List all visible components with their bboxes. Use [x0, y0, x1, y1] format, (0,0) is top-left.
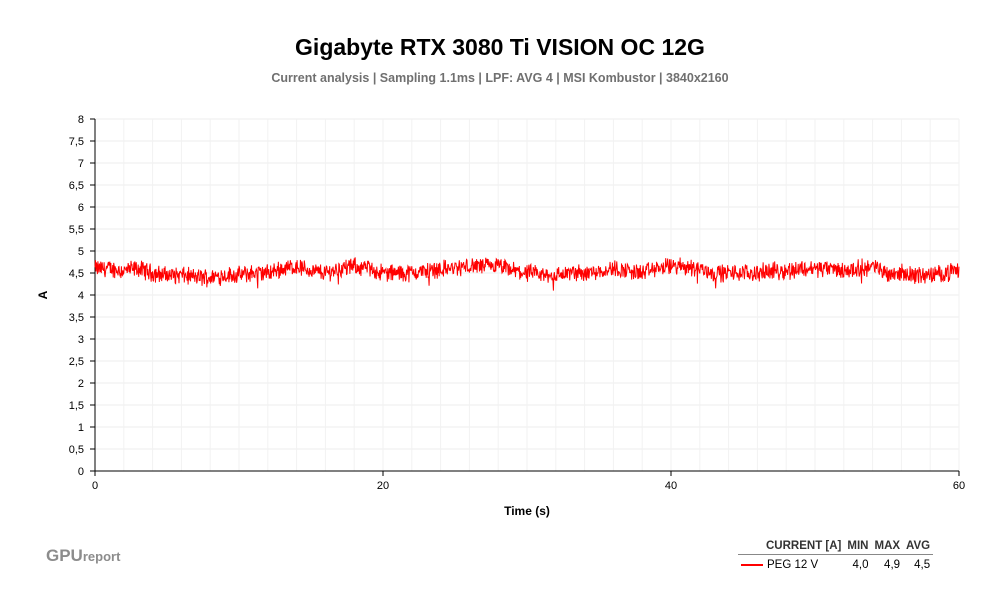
x-axis-label: Time (s): [504, 504, 550, 518]
x-tick-label: 20: [377, 480, 389, 492]
y-tick-label: 5,5: [69, 224, 84, 236]
legend-avg: 4,5: [914, 559, 931, 571]
legend-min: 4,0: [852, 559, 869, 571]
chart-subtitle: Current analysis | Sampling 1.1ms | LPF:…: [271, 71, 729, 85]
y-tick-label: 7,5: [69, 136, 84, 148]
y-tick-label: 1: [78, 422, 84, 434]
x-tick-label: 60: [953, 480, 965, 492]
y-tick-label: 4,5: [69, 268, 84, 280]
legend-series-name: PEG 12 V: [767, 559, 819, 571]
y-tick-label: 2,5: [69, 356, 84, 368]
chart-title: Gigabyte RTX 3080 Ti VISION OC 12G: [295, 34, 705, 60]
legend: CURRENT [A] MIN MAX AVG PEG 12 V 4,0 4,9…: [738, 540, 934, 571]
y-axis-label: A: [36, 290, 50, 299]
y-tick-label: 0: [78, 466, 84, 478]
logo-gpu: GPU: [46, 546, 83, 565]
gpureport-logo: GPUreport: [46, 546, 120, 566]
legend-header-min: MIN: [844, 540, 872, 555]
y-tick-label: 4: [78, 290, 84, 302]
grid: [94, 118, 960, 472]
y-tick-label: 8: [78, 114, 84, 126]
y-tick-label: 6: [78, 202, 84, 214]
legend-row: PEG 12 V 4,0 4,9 4,5: [738, 555, 933, 571]
legend-series: PEG 12 V: [738, 555, 844, 571]
x-tick-labels: 0 20 40 60: [92, 480, 965, 492]
series-layer: [94, 257, 960, 291]
y-tick-label: 1,5: [69, 400, 84, 412]
logo-report: report: [82, 549, 121, 564]
axes: [90, 118, 960, 476]
y-tick-label: 0,5: [69, 444, 84, 456]
y-tick-label: 7: [78, 158, 84, 170]
legend-max: 4,9: [884, 559, 901, 571]
x-tick-label: 40: [665, 480, 677, 492]
y-tick-label: 6,5: [69, 180, 84, 192]
y-tick-labels: 0 0,5 1 1,5 2 2,5 3 3,5 4 4,5 5 5,5 6 6,5 7 7,5 8: [69, 114, 84, 478]
legend-table: CURRENT [A] MIN MAX AVG PEG 12 V 4,0 4,9…: [738, 540, 934, 571]
legend-header-max: MAX: [871, 540, 904, 555]
y-tick-label: 3,5: [69, 312, 84, 324]
y-tick-label: 3: [78, 334, 84, 346]
legend-header-current: CURRENT [A]: [738, 540, 845, 555]
series-line: [94, 257, 960, 291]
x-tick-label: 0: [92, 480, 98, 492]
y-tick-label: 5: [78, 246, 84, 258]
y-tick-label: 2: [78, 378, 84, 390]
legend-swatch: [741, 563, 763, 566]
legend-header-avg: AVG: [903, 540, 934, 555]
